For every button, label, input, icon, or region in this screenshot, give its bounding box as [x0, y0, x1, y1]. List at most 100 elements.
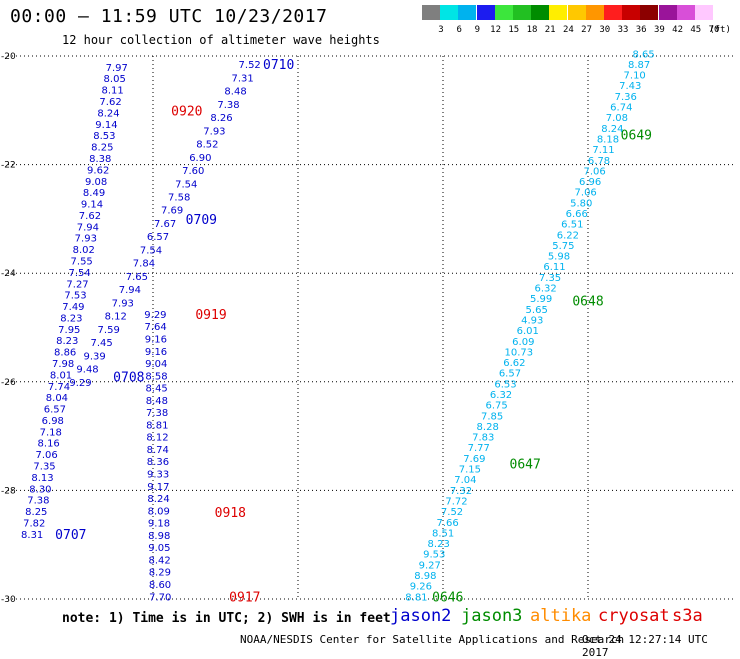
wave-height-value: 8.86	[54, 348, 76, 359]
wave-height-value: 8.42	[148, 555, 170, 566]
wave-height-value: 9.05	[148, 543, 170, 554]
wave-height-value: 8.11	[101, 86, 123, 97]
wave-height-value: 7.98	[52, 359, 74, 370]
colorbar-label: 3	[438, 25, 444, 35]
wave-height-value: 9.14	[81, 200, 103, 211]
wave-height-value: 9.27	[419, 560, 441, 571]
wave-height-value: 5.75	[552, 241, 574, 252]
wave-height-value: 8.25	[25, 507, 47, 518]
wave-height-value: 7.72	[445, 496, 467, 507]
y-tick-label: -30	[1, 595, 16, 605]
y-tick-label: -22	[1, 161, 16, 171]
wave-height-value: 7.58	[168, 193, 190, 204]
colorbar-label: 12	[490, 25, 502, 35]
wave-height-value: 8.87	[628, 60, 650, 71]
wave-height-value: 7.55	[71, 256, 93, 267]
wave-height-value: 6.57	[147, 232, 169, 243]
wave-height-value: 6.74	[610, 103, 632, 114]
wave-height-value: 8.25	[91, 143, 113, 154]
wave-height-value: 7.52	[441, 507, 463, 518]
wave-height-value: 7.97	[106, 63, 128, 74]
wave-height-value: 8.12	[146, 433, 168, 444]
wave-height-value: 8.18	[597, 134, 619, 145]
wave-height-value: 7.52	[239, 60, 261, 71]
colorbar-label: 42	[672, 25, 684, 35]
pass-time-label: 0918	[215, 506, 246, 521]
wave-height-value: 8.53	[93, 131, 115, 142]
wave-height-value: 7.49	[62, 302, 84, 313]
wave-height-value: 7.69	[161, 206, 183, 217]
wave-height-value: 7.84	[133, 259, 155, 270]
wave-height-value: 8.02	[73, 245, 95, 256]
wave-height-value: 7.35	[33, 462, 55, 473]
wave-height-value: 8.30	[29, 484, 51, 495]
wave-height-value: 6.96	[579, 177, 601, 188]
wave-height-value: 6.01	[517, 326, 539, 337]
colorbar-label: 33	[617, 25, 629, 35]
colorbar-swatch	[695, 5, 713, 20]
colorbar-swatch	[567, 5, 586, 20]
wave-height-value: 8.12	[105, 312, 127, 323]
wave-height-value: 9.29	[144, 310, 166, 321]
wave-height-value: 8.48	[146, 396, 168, 407]
wave-height-value: 7.69	[463, 454, 485, 465]
wave-height-value: 8.52	[196, 140, 218, 151]
wave-height-value: 8.24	[601, 124, 623, 135]
pass-time-label: 0920	[171, 104, 202, 119]
wave-height-value: 7.82	[23, 518, 45, 529]
colorbar-swatch	[640, 5, 659, 20]
pass-time-label: 0708	[113, 370, 144, 385]
pass-time-label: 0917	[229, 590, 260, 605]
wave-height-value: 9.18	[148, 519, 170, 530]
wave-height-value: 6.11	[543, 262, 565, 273]
wave-height-value: 9.17	[147, 482, 169, 493]
colorbar-swatch	[658, 5, 677, 20]
altimeter-map: 606366697275-20-22-24-26-28-307.978.058.…	[1, 49, 733, 605]
colorbar-label: 18	[526, 25, 538, 35]
pass-time-label: 0710	[263, 58, 294, 73]
colorbar-swatch	[494, 5, 513, 20]
wave-height-value: 8.01	[50, 370, 72, 381]
wave-height-value: 8.23	[428, 539, 450, 550]
wave-height-value: 8.45	[146, 384, 168, 395]
wave-height-value: 9.29	[69, 378, 91, 389]
wave-height-value: 5.99	[530, 294, 552, 305]
wave-height-value: 7.18	[40, 427, 62, 438]
wave-height-value: 8.05	[104, 74, 126, 85]
wave-height-value: 7.31	[231, 73, 253, 84]
wave-height-value: 7.35	[539, 273, 561, 284]
wave-height-value: 8.24	[147, 494, 169, 505]
wave-height-value: 7.54	[68, 268, 90, 279]
wave-height-value: 8.48	[224, 87, 246, 98]
wave-height-value: 7.45	[91, 338, 113, 349]
wave-height-value: 6.32	[534, 284, 556, 295]
wave-height-value: 9.26	[410, 582, 432, 593]
colorbar-label: 27	[581, 25, 593, 35]
wave-height-value: 7.64	[144, 322, 166, 333]
wave-height-value: 7.27	[66, 279, 88, 290]
wave-height-value: 5.80	[570, 198, 592, 209]
wave-height-value: 7.38	[146, 408, 168, 419]
wave-height-value: 7.54	[175, 179, 197, 190]
wave-height-value: 7.83	[472, 433, 494, 444]
wave-height-value: 7.93	[75, 234, 97, 245]
colorbar-swatch	[458, 5, 477, 20]
wave-height-value: 7.70	[149, 592, 171, 603]
wave-height-value: 8.65	[632, 49, 654, 60]
wave-height-value: 9.33	[147, 470, 169, 481]
pass-time-label: 0707	[55, 528, 86, 543]
wave-height-value: 9.14	[95, 120, 117, 131]
wave-height-value: 8.98	[414, 571, 436, 582]
wave-height-value: 6.66	[566, 209, 588, 220]
wave-height-value: 6.98	[42, 416, 64, 427]
wave-height-value: 6.09	[512, 337, 534, 348]
wave-height-value: 7.93	[203, 126, 225, 137]
colorbar-label: 70	[708, 25, 720, 35]
wave-height-value: 7.43	[619, 81, 641, 92]
colorbar-swatch	[622, 5, 641, 20]
wave-height-value: 8.81	[146, 420, 168, 431]
wave-height-value: 9.16	[145, 334, 167, 345]
generated-timestamp: Oct 24 12:27:14 UTC 2017	[582, 633, 708, 659]
wave-height-value: 7.36	[615, 92, 637, 103]
colorbar-swatch	[676, 5, 695, 20]
